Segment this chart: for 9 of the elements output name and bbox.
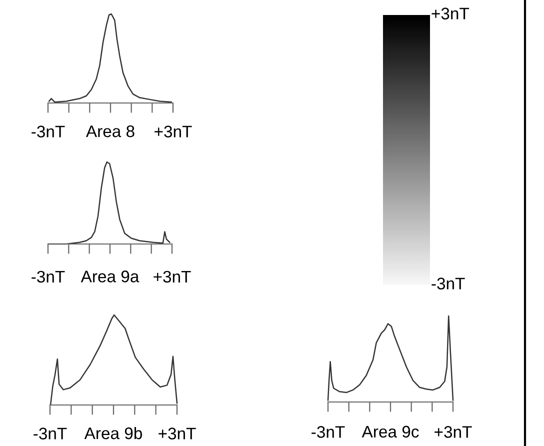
- text: +3nT: [432, 8, 470, 20]
- x-tick-label: +3nT: [434, 426, 472, 438]
- x-axis-title: Area 9c: [362, 426, 419, 438]
- x-axis-title: Area 9a: [80, 270, 140, 282]
- x-axis-title: Area 9b: [84, 426, 142, 440]
- x-axis-title: Area 8: [86, 125, 134, 138]
- x-tick-label: -3nT: [312, 426, 345, 438]
- x-tick-label: +3nT: [158, 428, 196, 440]
- x-tick-label: -3nT: [34, 428, 67, 440]
